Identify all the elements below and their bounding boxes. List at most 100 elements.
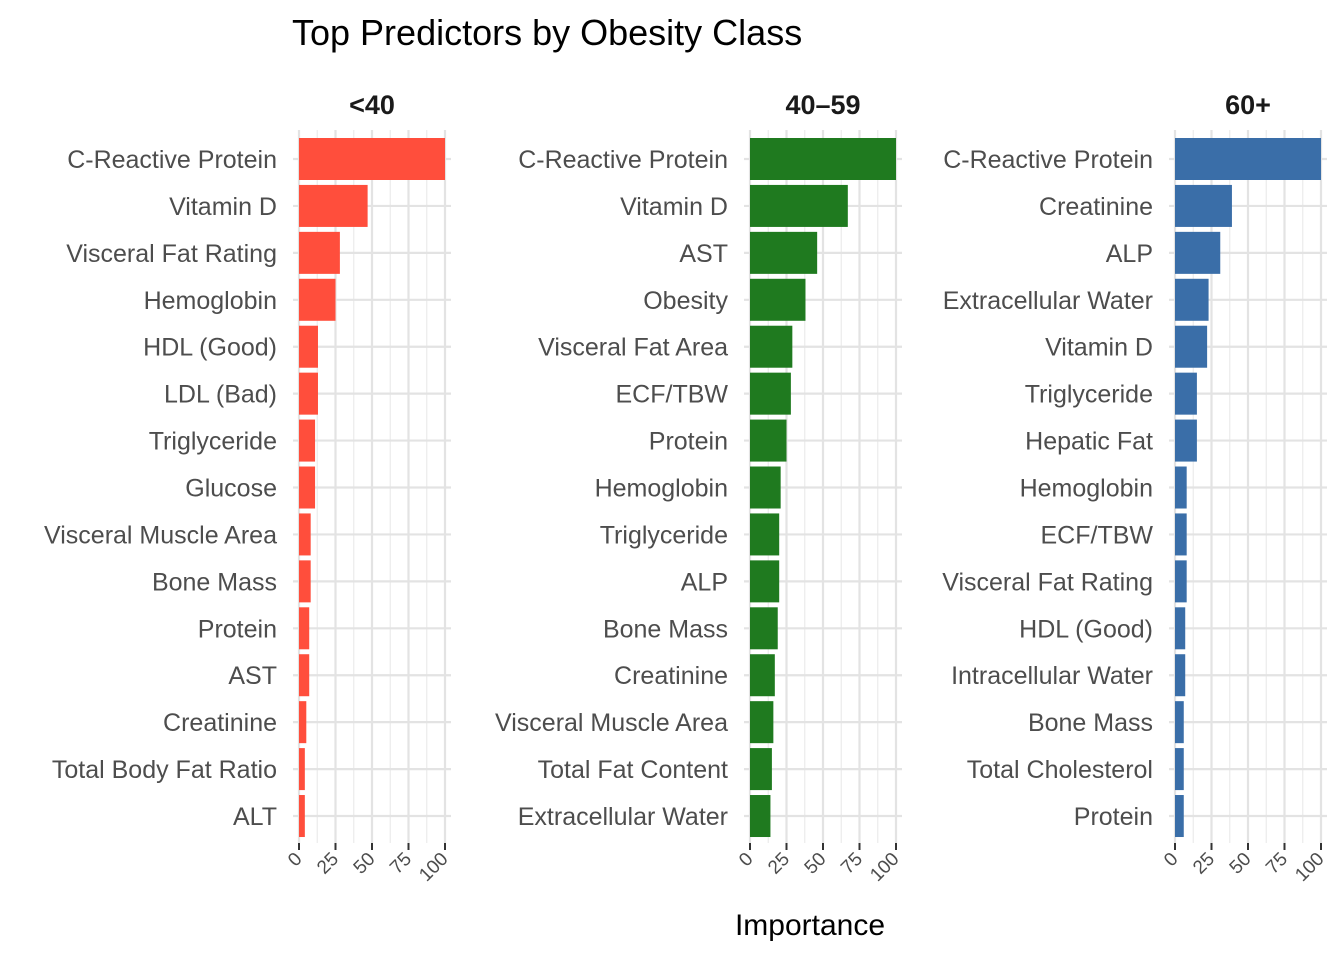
category-label: Obesity [643,287,728,315]
category-label: Triglyceride [149,428,277,456]
bar [750,419,787,462]
bar [1175,466,1187,509]
bar [750,325,793,368]
x-tick-label: 100 [1291,849,1328,886]
category-label: Creatinine [1039,193,1153,221]
facet-label: <40 [349,90,395,120]
bar [299,138,445,180]
bar [750,560,780,603]
x-tick-label: 25 [764,849,794,879]
x-tick-label: 50 [350,849,380,879]
category-label: ALP [1106,240,1153,268]
bar [750,654,775,697]
bar [750,607,778,650]
bar [750,466,781,509]
category-label: C-Reactive Protein [518,146,728,174]
chart-title: Top Predictors by Obesity Class [292,12,803,53]
category-label: Total Fat Content [538,756,728,784]
bar [1175,419,1197,462]
x-tick-label: 75 [837,849,867,879]
x-tick-label: 50 [801,849,831,879]
x-tick-label: 25 [1189,849,1219,879]
bar [1175,607,1186,650]
bar [1175,231,1221,274]
bar [299,372,318,415]
category-label: Protein [198,615,277,643]
bar [1175,795,1184,838]
category-label: Visceral Muscle Area [44,521,277,549]
bar [1175,372,1197,415]
category-label: Visceral Muscle Area [495,709,728,737]
category-label: Extracellular Water [518,803,728,831]
category-label: Intracellular Water [951,662,1153,690]
bar [750,231,818,274]
category-label: Bone Mass [603,615,728,643]
category-label: C-Reactive Protein [943,146,1153,174]
bar [1175,325,1208,368]
bar [299,701,307,744]
category-label: Vitamin D [620,193,728,221]
x-tick-label: 100 [866,849,903,886]
bar [299,184,368,227]
bar [750,748,772,791]
bar [750,372,791,415]
category-label: Hemoglobin [144,287,277,315]
facet-label: 60+ [1225,90,1271,120]
bar [1175,138,1321,180]
category-label: Triglyceride [1025,381,1153,409]
bar [750,701,774,744]
category-label: C-Reactive Protein [67,146,277,174]
bar [299,466,316,509]
bar [299,278,336,321]
x-tick-label: 100 [415,849,452,886]
category-label: Glucose [185,475,277,503]
bar [299,748,305,791]
x-tick-label: 0 [735,849,757,871]
bar [1175,654,1186,697]
bar [299,607,310,650]
category-label: ECF/TBW [616,381,729,409]
x-tick-label: 0 [1160,849,1182,871]
bar [299,795,305,838]
x-tick-label: 75 [386,849,416,879]
bar [1175,278,1209,321]
category-label: Hemoglobin [1020,475,1153,503]
bar [750,184,848,227]
category-label: AST [679,240,728,268]
category-label: ALP [681,568,728,596]
category-label: Creatinine [614,662,728,690]
category-label: Bone Mass [152,568,277,596]
category-label: HDL (Good) [143,334,277,362]
x-tick-label: 75 [1262,849,1292,879]
category-label: Vitamin D [1045,334,1153,362]
category-label: Protein [649,428,728,456]
x-tick-label: 0 [284,849,306,871]
category-label: Creatinine [163,709,277,737]
bar [750,278,806,321]
bar [1175,184,1232,227]
bar [1175,748,1184,791]
category-label: Visceral Fat Area [538,334,728,362]
category-label: Bone Mass [1028,709,1153,737]
category-label: Visceral Fat Rating [942,568,1153,596]
category-label: AST [228,662,277,690]
bar [299,560,311,603]
bar [299,231,340,274]
x-tick-label: 25 [313,849,343,879]
bar [1175,560,1187,603]
category-label: Hepatic Fat [1025,428,1153,456]
category-label: Vitamin D [169,193,277,221]
category-label: Total Body Fat Ratio [52,756,277,784]
bar [299,513,311,556]
bar [1175,701,1184,744]
category-label: ECF/TBW [1041,521,1154,549]
category-label: Visceral Fat Rating [66,240,277,268]
bar [750,513,780,556]
x-axis-title: Importance [735,909,885,942]
category-label: LDL (Bad) [164,381,277,409]
bar [750,138,896,180]
x-tick-label: 50 [1226,849,1256,879]
bar [299,419,316,462]
